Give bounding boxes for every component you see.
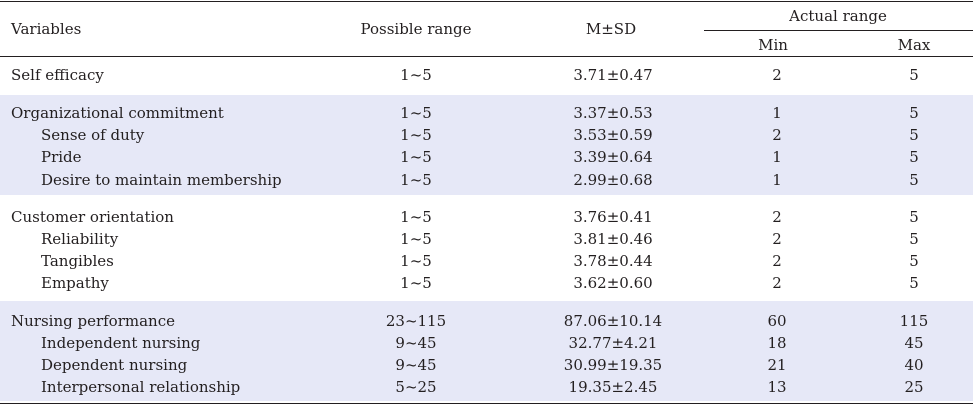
row-max: 45: [904, 334, 924, 352]
row-msd: 3.53±0.59: [573, 126, 653, 144]
row-min: 2: [772, 274, 782, 292]
row-label: Reliability: [41, 230, 119, 248]
row-label: Pride: [41, 148, 82, 166]
row-range: 1~5: [400, 230, 432, 248]
row-msd: 3.76±0.41: [573, 208, 653, 226]
row-max: 5: [909, 171, 919, 189]
header-msd: M±SD: [585, 20, 637, 38]
row-min: 18: [767, 334, 787, 352]
row-min: 2: [772, 252, 782, 270]
actual-range-rule: [704, 30, 973, 31]
row-msd: 3.71±0.47: [573, 66, 653, 84]
row-min: 2: [772, 66, 782, 84]
row-max: 5: [909, 230, 919, 248]
row-min: 2: [772, 126, 782, 144]
row-min: 1: [772, 171, 782, 189]
row-min: 1: [772, 148, 782, 166]
row-max: 5: [909, 274, 919, 292]
row-msd: 3.78±0.44: [573, 252, 653, 270]
row-label: Interpersonal relationship: [41, 378, 241, 396]
row-max: 5: [909, 66, 919, 84]
row-label: Customer orientation: [11, 208, 174, 226]
row-min: 21: [767, 356, 787, 374]
row-range: 1~5: [400, 126, 432, 144]
row-range: 23~115: [385, 312, 447, 330]
row-max: 5: [909, 126, 919, 144]
bottom-rule: [0, 403, 973, 404]
row-label: Nursing performance: [11, 312, 175, 330]
row-min: 13: [767, 378, 787, 396]
row-range: 9~45: [395, 334, 437, 352]
row-max: 5: [909, 148, 919, 166]
header-bottom-rule: [0, 56, 973, 57]
row-range: 1~5: [400, 252, 432, 270]
row-max: 5: [909, 208, 919, 226]
row-msd: 19.35±2.45: [568, 378, 658, 396]
row-min: 2: [772, 230, 782, 248]
row-label: Self efficacy: [11, 66, 104, 84]
row-max: 5: [909, 104, 919, 122]
row-msd: 3.81±0.46: [573, 230, 653, 248]
row-msd: 87.06±10.14: [563, 312, 663, 330]
row-range: 1~5: [400, 208, 432, 226]
row-range: 1~5: [400, 274, 432, 292]
row-range: 1~5: [400, 104, 432, 122]
header-variables: Variables: [11, 20, 82, 38]
header-max: Max: [897, 36, 931, 54]
band-nursing-performance: [0, 301, 973, 401]
header-actual-range: Actual range: [789, 7, 887, 25]
header-possible-range: Possible range: [360, 20, 472, 38]
row-msd: 3.39±0.64: [573, 148, 653, 166]
row-label: Empathy: [41, 274, 109, 292]
row-range: 1~5: [400, 171, 432, 189]
row-range: 1~5: [400, 148, 432, 166]
row-max: 40: [904, 356, 924, 374]
row-max: 25: [904, 378, 924, 396]
row-range: 9~45: [395, 356, 437, 374]
row-label: Dependent nursing: [41, 356, 188, 374]
row-min: 60: [767, 312, 787, 330]
row-max: 5: [909, 252, 919, 270]
row-max: 115: [899, 312, 929, 330]
row-msd: 3.62±0.60: [573, 274, 653, 292]
row-msd: 3.37±0.53: [573, 104, 653, 122]
row-msd: 32.77±4.21: [568, 334, 658, 352]
row-label: Tangibles: [41, 252, 114, 270]
row-label: Independent nursing: [41, 334, 201, 352]
row-range: 1~5: [400, 66, 432, 84]
row-msd: 30.99±19.35: [563, 356, 663, 374]
band-organizational-commitment: [0, 95, 973, 195]
top-rule: [0, 1, 973, 2]
row-min: 2: [772, 208, 782, 226]
row-min: 1: [772, 104, 782, 122]
row-label: Sense of duty: [41, 126, 145, 144]
row-msd: 2.99±0.68: [573, 171, 653, 189]
row-range: 5~25: [395, 378, 437, 396]
row-label: Desire to maintain membership: [41, 171, 282, 189]
row-label: Organizational commitment: [11, 104, 224, 122]
header-min: Min: [758, 36, 788, 54]
